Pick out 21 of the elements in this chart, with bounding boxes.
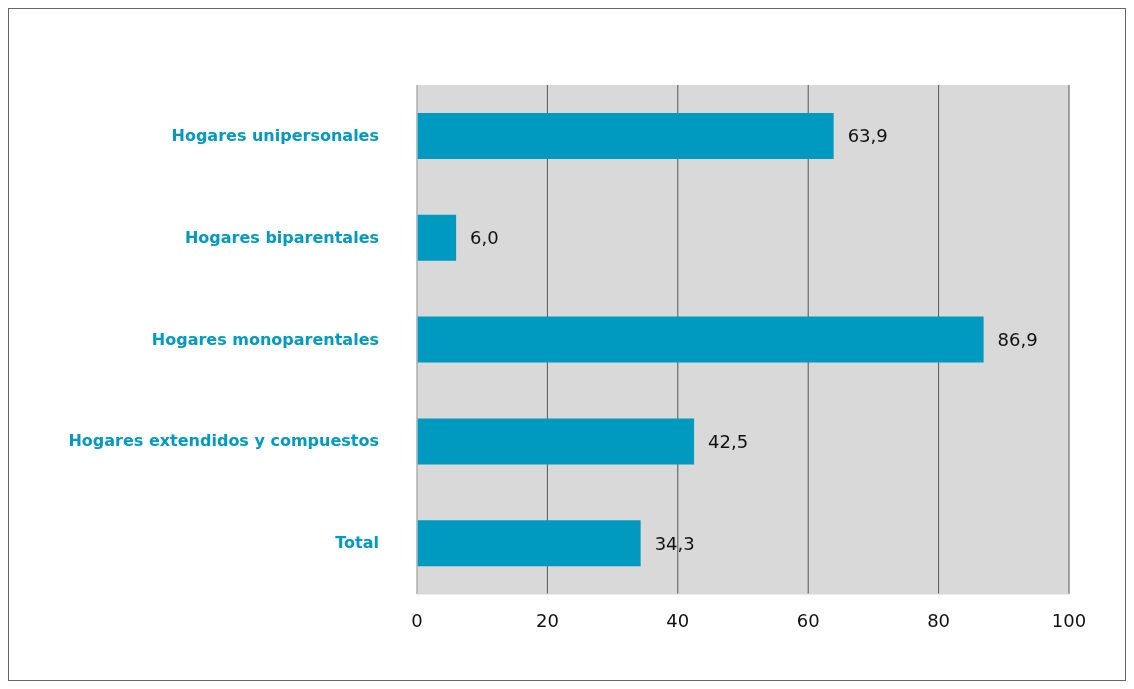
bar	[417, 520, 641, 567]
bar	[417, 316, 984, 363]
bar	[417, 418, 695, 465]
x-tick-label: 60	[796, 609, 820, 631]
x-tick-label: 40	[666, 609, 690, 631]
x-tick-label: 20	[535, 609, 559, 631]
x-tick-label: 100	[1051, 609, 1087, 631]
y-tick-label: Hogares unipersonales	[171, 125, 379, 145]
data-label: 42,5	[708, 430, 749, 452]
y-tick-label: Total	[335, 533, 379, 553]
bar	[417, 214, 457, 261]
y-tick-label: Hogares biparentales	[184, 227, 379, 247]
x-tick-label: 80	[927, 609, 951, 631]
y-tick-label: Hogares extendidos y compuestos	[68, 431, 379, 451]
x-tick-label: 0	[411, 609, 423, 631]
bar	[417, 113, 834, 159]
data-label: 6,0	[470, 227, 499, 249]
data-label: 34,3	[654, 532, 695, 554]
data-label: 63,9	[847, 125, 888, 147]
y-tick-label: Hogares monoparentales	[151, 329, 379, 349]
data-label: 86,9	[997, 328, 1038, 350]
